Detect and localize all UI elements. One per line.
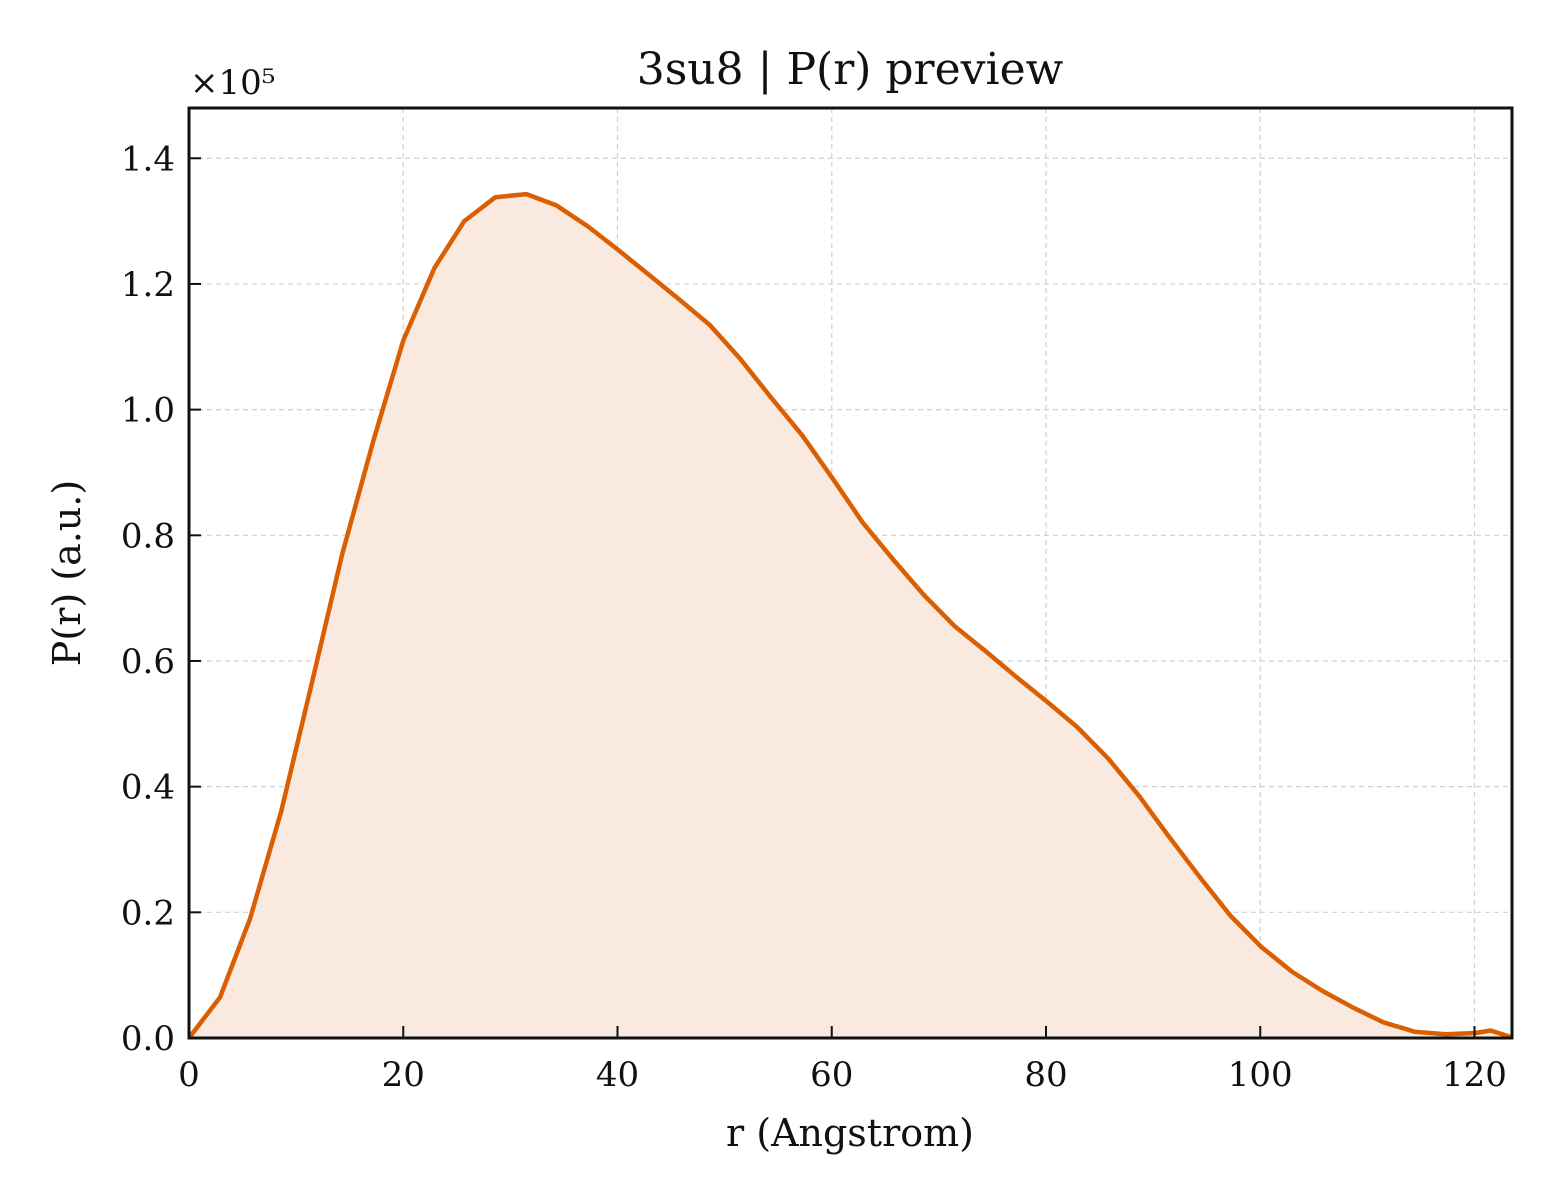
x-tick-label: 80 [1024, 1055, 1067, 1095]
x-tick-label: 0 [178, 1055, 200, 1095]
x-tick-label: 40 [596, 1055, 639, 1095]
y-tick-label: 1.2 [121, 265, 175, 305]
x-tick-label: 120 [1442, 1055, 1507, 1095]
x-tick-label: 100 [1228, 1055, 1293, 1095]
x-tick-label: 20 [382, 1055, 425, 1095]
y-tick-label: 0.8 [121, 516, 175, 556]
y-axis-label: P(r) (a.u.) [45, 480, 89, 666]
pr-area-fill [189, 194, 1512, 1039]
plot-frame [187, 106, 1514, 1040]
pr-line [187, 191, 1513, 1040]
y-tick-label: 0.2 [121, 893, 175, 933]
x-tick-label: 60 [810, 1055, 853, 1095]
y-tick-label: 0.4 [121, 768, 175, 808]
x-axis-label: r (Angstrom) [726, 1111, 974, 1155]
y-multiplier-label: ×10⁵ [190, 63, 275, 103]
y-tick-label: 1.0 [121, 391, 175, 431]
x-axis-ticks: 0 20 40 60 80 100 120 [178, 1026, 1507, 1095]
y-axis-ticks: 0.0 0.2 0.4 0.6 0.8 1.0 1.2 1.4 [121, 139, 201, 1059]
y-tick-label: 0.6 [121, 642, 175, 682]
y-tick-label: 1.4 [121, 139, 175, 179]
y-tick-label: 0.0 [121, 1019, 175, 1059]
chart-title: 3su8 | P(r) preview [637, 44, 1064, 95]
